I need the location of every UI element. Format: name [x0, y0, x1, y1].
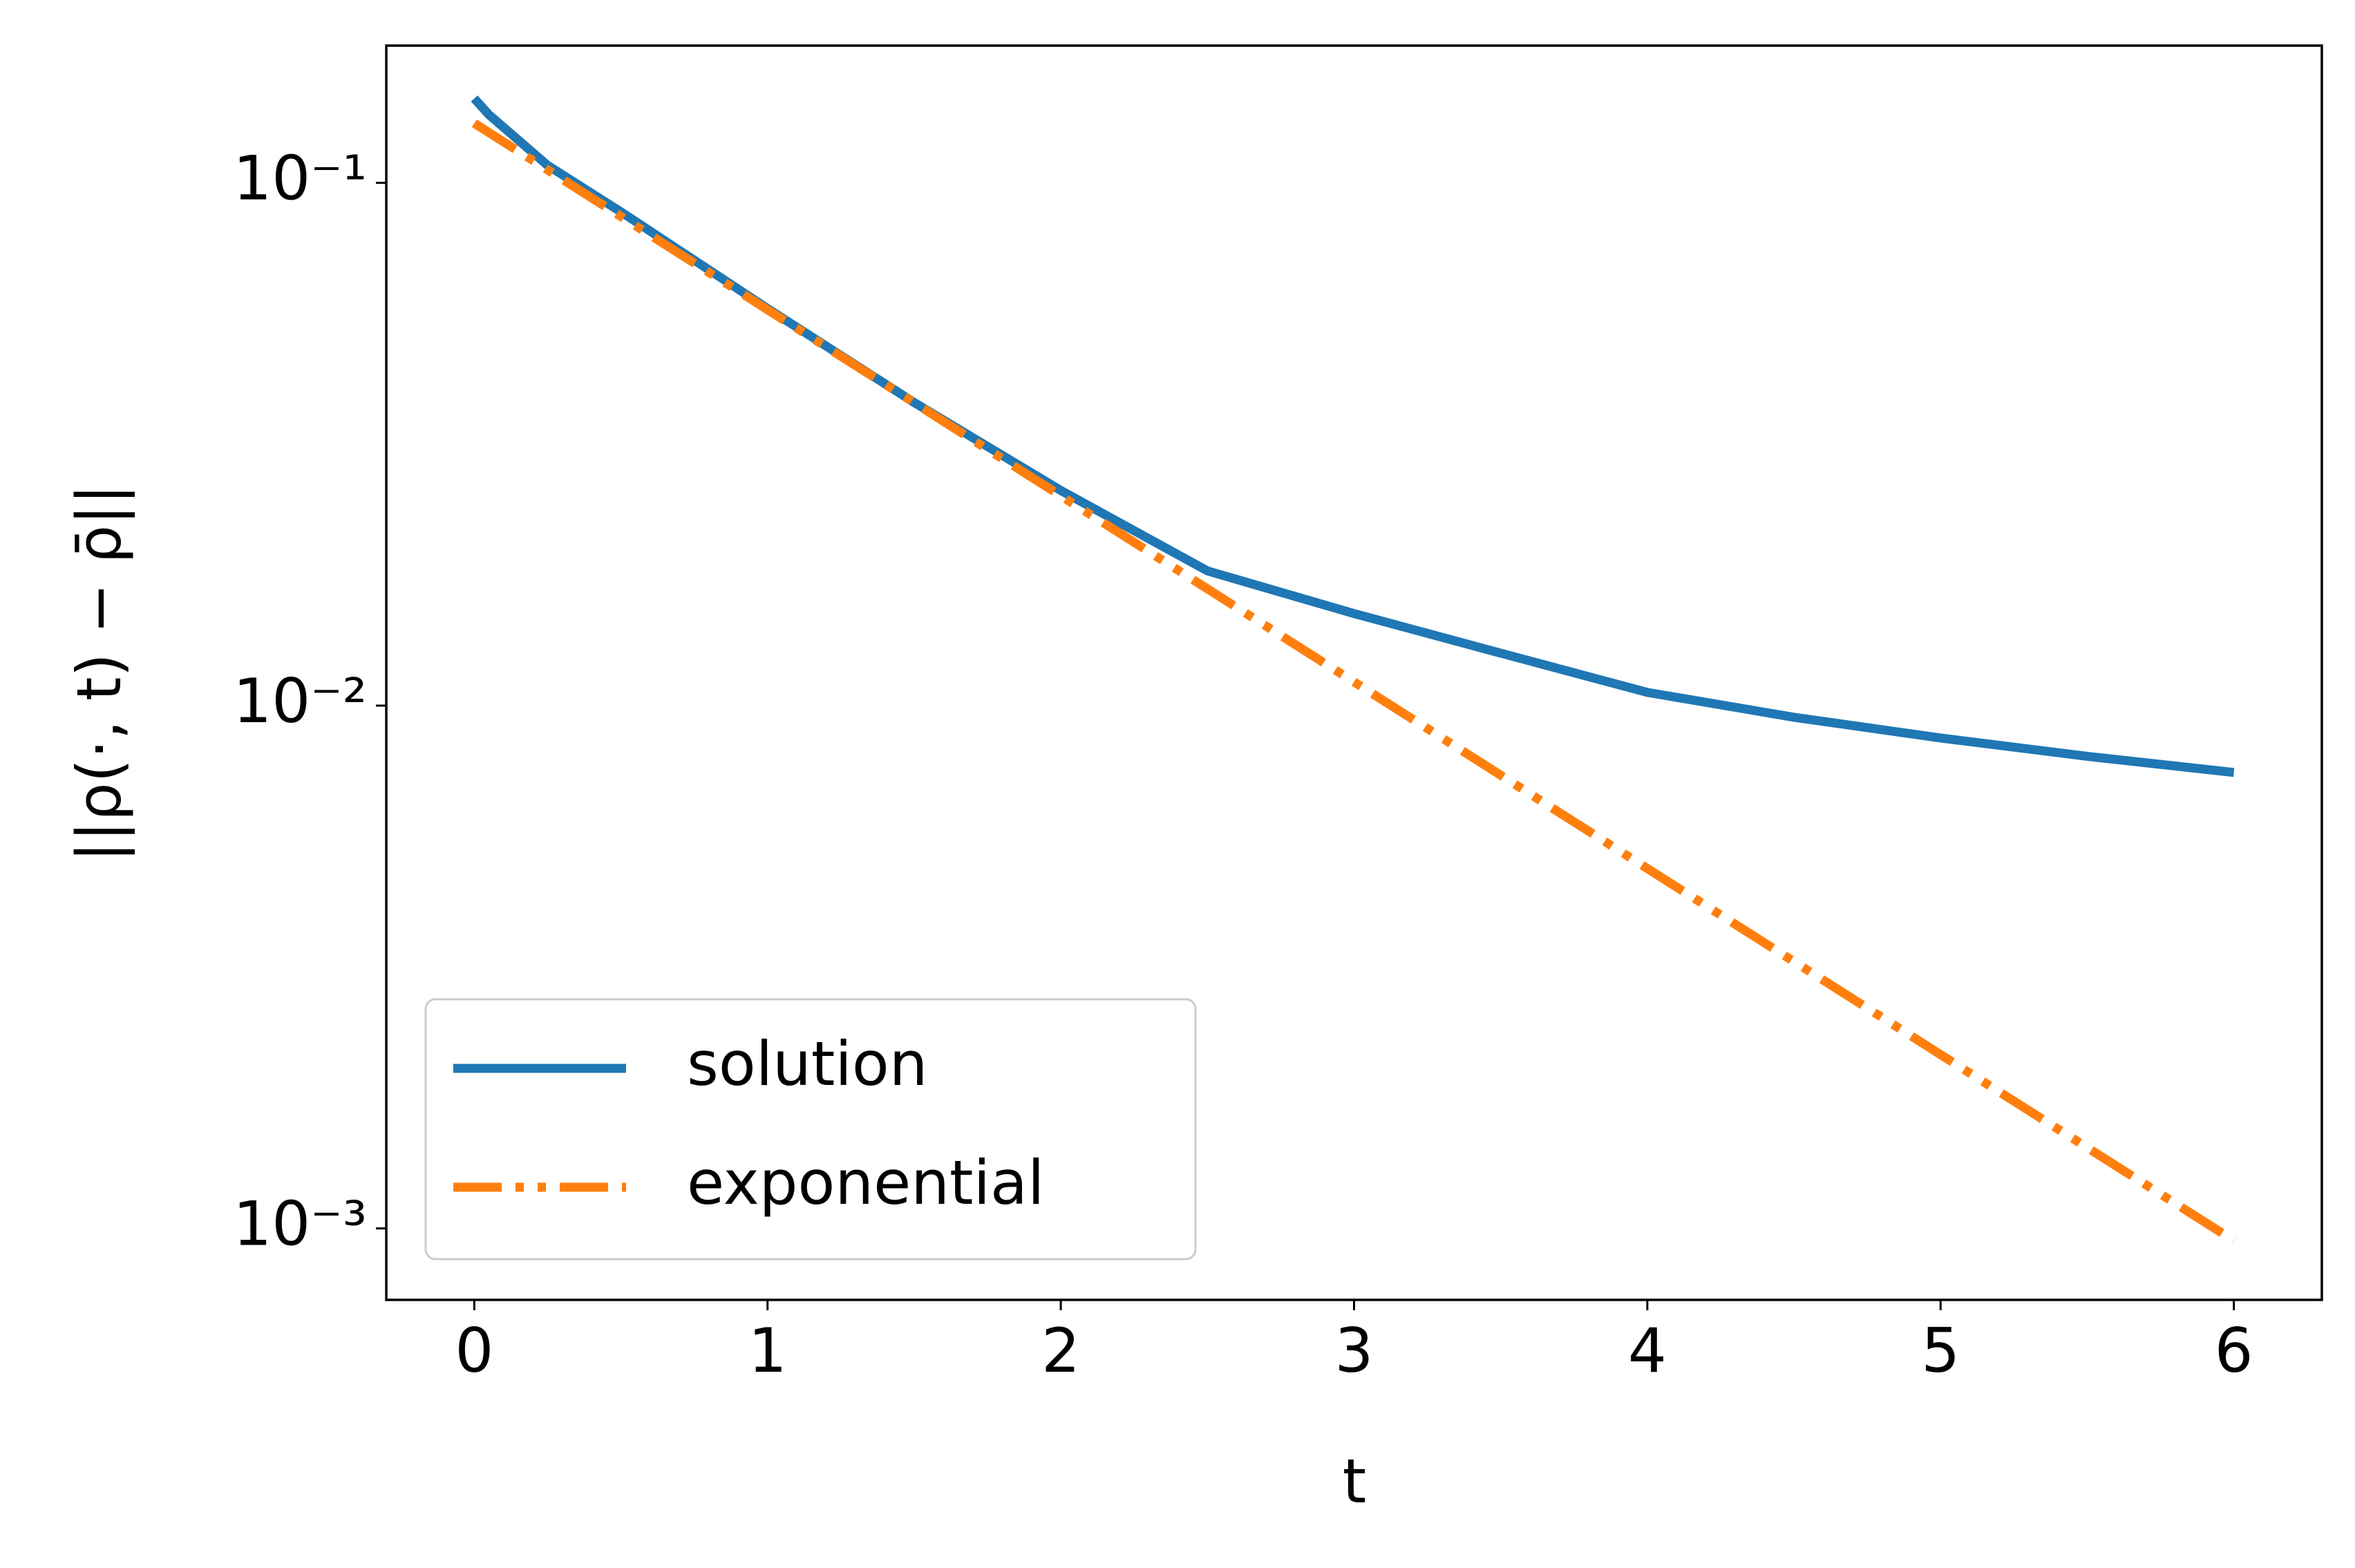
x-tick-label: 4: [1628, 1315, 1667, 1386]
plot-area: [471, 95, 2237, 1245]
legend-label: solution: [687, 1028, 927, 1099]
y-tick-label: 10⁻³: [233, 1189, 367, 1260]
y-tick-label: 10⁻²: [233, 665, 367, 737]
legend-label: exponential: [687, 1147, 1044, 1218]
x-tick-label: 6: [2215, 1315, 2253, 1386]
y-tick-label: 10⁻¹: [233, 142, 367, 214]
x-tick-label: 0: [455, 1315, 493, 1386]
x-tick-label: 5: [1921, 1315, 1960, 1386]
line-series: [471, 119, 2237, 1245]
x-tick-label: 2: [1041, 1315, 1080, 1386]
x-tick-label: 3: [1335, 1315, 1374, 1386]
y-axis-label: ||ρ(·, t) − ρ̄||: [64, 484, 135, 862]
x-tick-label: 1: [748, 1315, 787, 1386]
line-series: [471, 95, 2235, 777]
x-axis-label: t: [1343, 1446, 1367, 1517]
